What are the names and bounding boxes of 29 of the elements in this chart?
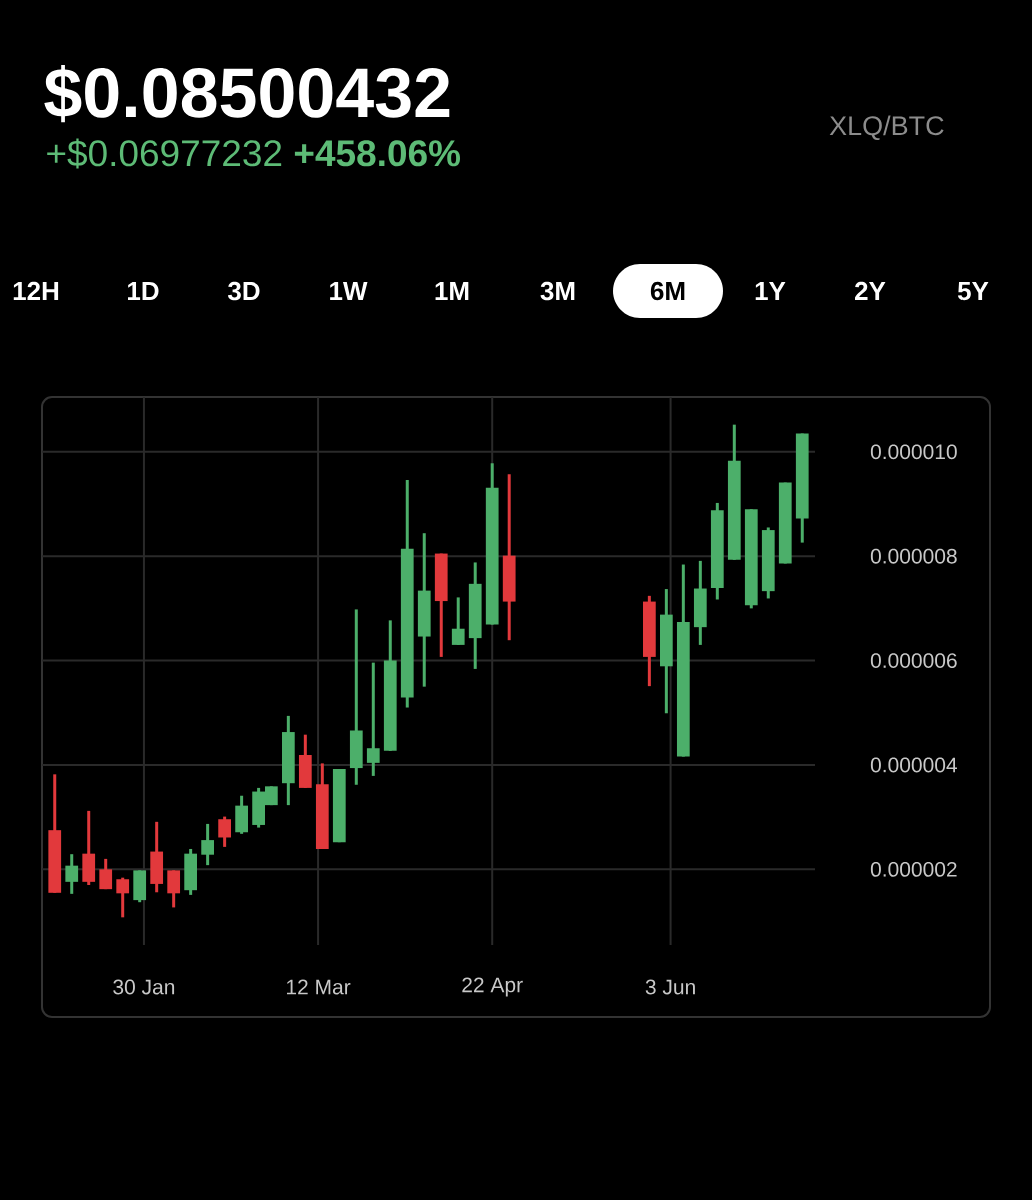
text: 3M — [540, 281, 575, 301]
chart-title: $0.08500432 — [44, 65, 450, 123]
text: 1D — [128, 282, 159, 300]
x-tick-label: 22 Apr — [462, 977, 523, 997]
candlestick — [116, 877, 130, 918]
text: XLQ/BTC — [829, 115, 944, 141]
text: 5Y — [957, 282, 989, 301]
candlestick — [65, 854, 79, 894]
text: 2Y — [855, 281, 886, 300]
candlestick — [201, 822, 215, 867]
y-tick-label: 0.000008 — [870, 548, 957, 564]
y-tick-label: 0.000006 — [870, 653, 957, 669]
candlestick — [167, 870, 181, 908]
text: 1W — [330, 282, 368, 300]
y-tick-label: 0.000010 — [870, 444, 957, 460]
x-tick-label: 30 Jan — [113, 979, 175, 995]
candlestick — [99, 857, 113, 891]
y-tick-label: 0.000002 — [870, 861, 957, 877]
candlestick — [451, 597, 465, 645]
x-tick-label: 12 Mar — [286, 979, 351, 995]
text: 1Y — [755, 282, 786, 300]
text: 3D — [227, 281, 260, 301]
text: 1M — [435, 282, 469, 300]
y-tick-label: 0.000004 — [870, 757, 957, 773]
text: 12H — [13, 281, 59, 300]
x-tick-label: 3 Jun — [645, 979, 695, 995]
candlestick — [218, 816, 231, 847]
text: 6M — [650, 281, 685, 301]
chart-subtitle: +$0.06977232 +458.06% — [47, 138, 461, 169]
